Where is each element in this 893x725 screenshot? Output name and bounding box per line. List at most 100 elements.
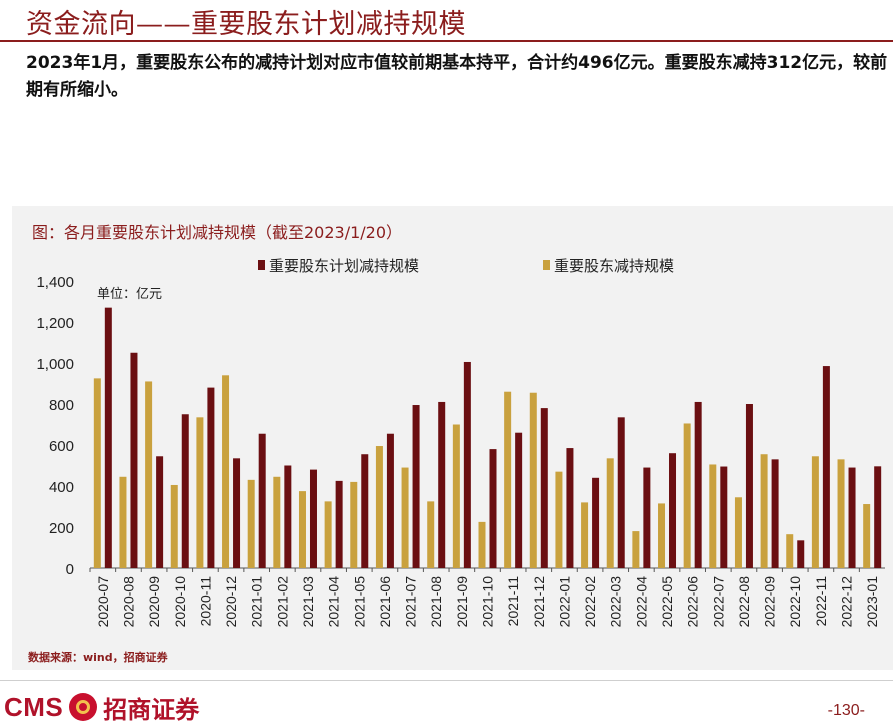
x-tick-label: 2021-09: [454, 576, 470, 628]
bar: [350, 481, 358, 568]
x-tick-label: 2022-01: [556, 576, 572, 628]
x-tick-label: 2020-11: [197, 576, 213, 627]
legend-label: 重要股东减持规模: [554, 257, 674, 275]
footer-divider: [0, 680, 893, 681]
bar: [196, 417, 204, 568]
bar: [709, 464, 717, 568]
bar: [720, 466, 728, 568]
x-tick-label: 2021-07: [403, 576, 419, 628]
x-tick-label: 2020-09: [146, 576, 162, 628]
bar: [463, 361, 471, 568]
x-tick-label: 2022-09: [762, 576, 778, 628]
title-divider: [0, 40, 893, 42]
bar: [863, 504, 871, 568]
bar: [247, 479, 255, 568]
bar: [284, 465, 292, 568]
bar: [145, 381, 153, 568]
bar: [658, 503, 666, 568]
bar: [233, 458, 241, 568]
data-source-note: 数据来源：wind，招商证券: [28, 651, 168, 664]
bar: [222, 375, 230, 568]
bar: [504, 391, 512, 568]
bar: [632, 531, 640, 568]
bar: [540, 408, 548, 568]
page-title: 资金流向——重要股东计划减持规模: [26, 9, 466, 40]
x-tick-label: 2021-02: [274, 576, 290, 628]
x-tick-label: 2021-08: [428, 576, 444, 628]
bar: [822, 366, 830, 568]
x-tick-label: 2022-06: [685, 576, 701, 628]
bar: [555, 471, 563, 568]
bar: [515, 432, 523, 568]
y-tick-label: 0: [66, 561, 74, 578]
bar: [438, 401, 446, 568]
x-tick-label: 2021-04: [326, 576, 342, 628]
bar: [375, 446, 383, 568]
y-tick-label: 1,000: [36, 356, 74, 373]
bar: [298, 491, 306, 568]
bar: [427, 501, 435, 568]
bar: [669, 453, 677, 568]
x-tick-label: 2022-03: [608, 576, 624, 628]
bar: [811, 456, 819, 568]
bar: [324, 501, 332, 568]
x-tick-label: 2021-05: [351, 576, 367, 628]
x-tick-label: 2020-10: [172, 576, 188, 628]
bar: [273, 476, 281, 568]
bar: [786, 534, 794, 568]
bar: [566, 448, 574, 568]
cms-logo-icon: [69, 693, 98, 721]
y-tick-label: 1,200: [36, 315, 74, 332]
bar: [170, 484, 178, 568]
x-tick-label: 2022-12: [839, 576, 855, 628]
bar: [489, 449, 497, 568]
x-tick-label: 2023-01: [864, 576, 880, 628]
bar: [848, 467, 856, 568]
bar: [797, 540, 805, 568]
bar: [837, 459, 845, 568]
bar: [130, 352, 138, 568]
y-tick-label: 800: [49, 397, 74, 414]
x-tick-label: 2020-07: [95, 576, 111, 628]
bar: [412, 405, 420, 568]
bar: [478, 521, 486, 568]
bar: [592, 477, 600, 568]
bar: [93, 378, 101, 568]
y-tick-label: 200: [49, 520, 74, 537]
x-tick-label: 2022-10: [787, 576, 803, 628]
bar: [207, 387, 215, 568]
x-tick-label: 2021-12: [531, 576, 547, 628]
bar: [386, 433, 394, 568]
bar: [745, 404, 753, 568]
x-tick-label: 2022-07: [710, 576, 726, 628]
y-tick-label: 400: [49, 479, 74, 496]
bar: [617, 417, 625, 568]
x-tick-label: 2021-01: [249, 576, 265, 628]
bar: [258, 433, 266, 568]
x-tick-label: 2021-10: [480, 576, 496, 628]
summary-text: 2023年1月，重要股东公布的减持计划对应市值较前期基本持平，合计约496亿元。…: [26, 53, 888, 100]
bar: [452, 424, 460, 568]
bar: [643, 467, 651, 568]
legend-swatch: [258, 260, 265, 270]
bar: [606, 458, 614, 568]
bar: [401, 467, 409, 568]
x-tick-label: 2020-08: [120, 576, 136, 628]
x-tick-label: 2022-02: [582, 576, 598, 628]
y-tick-label: 600: [49, 438, 74, 455]
bar: [181, 414, 189, 568]
bar: [309, 469, 317, 568]
page-number: -130-: [827, 702, 865, 719]
x-tick-label: 2022-04: [633, 576, 649, 628]
bar: [156, 456, 164, 568]
bar: [119, 476, 127, 568]
unit-label: 单位：亿元: [97, 287, 162, 302]
bar: [760, 454, 768, 568]
logo-chinese-text: 招商证券: [103, 694, 200, 724]
bar: [335, 480, 343, 568]
x-tick-label: 2022-11: [813, 576, 829, 627]
x-tick-label: 2020-12: [223, 576, 239, 628]
logo-latin-text: CMS: [4, 691, 64, 722]
bar: [529, 392, 537, 568]
bar: [694, 401, 702, 568]
